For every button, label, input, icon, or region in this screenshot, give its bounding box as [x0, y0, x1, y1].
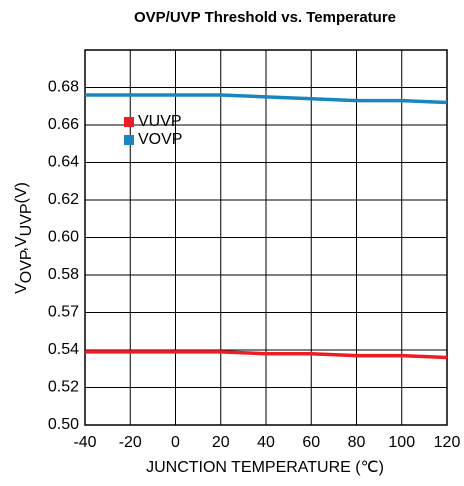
y-tick-label: 0.66 [48, 116, 79, 133]
y-tick-label: 0.60 [48, 229, 79, 246]
y-label-part: V [13, 283, 30, 294]
chart-title: OVP/UVP Threshold vs. Temperature [134, 9, 396, 26]
series-line [85, 350, 448, 360]
y-tick-label: 0.58 [48, 266, 79, 283]
y-tick-label: 0.64 [48, 154, 79, 171]
y-tick-label: 0.68 [48, 79, 79, 96]
x-tick-label: 40 [257, 434, 275, 451]
x-tick-label: 100 [388, 434, 415, 451]
y-label-part: UVP [18, 203, 35, 236]
plot-border [84, 49, 448, 426]
legend-label: VUVP [138, 113, 182, 130]
y-tick-label: 0.52 [48, 379, 79, 396]
x-tick-label: 0 [171, 434, 180, 451]
x-tick-label: -20 [119, 434, 142, 451]
x-tick-label: 60 [302, 434, 320, 451]
x-tick-label: 80 [348, 434, 366, 451]
x-axis-label: JUNCTION TEMPERATURE (℃) [146, 459, 384, 476]
y-tick-label: 0.57 [48, 304, 79, 321]
y-tick-label: 0.50 [48, 416, 79, 433]
y-tick-label: 0.62 [48, 191, 79, 208]
x-tick-label: 20 [212, 434, 230, 451]
series-line [85, 93, 448, 105]
y-label-part: (V) [13, 182, 30, 203]
y-tick-label: 0.54 [48, 341, 79, 358]
y-axis-label: VOVP,VUVP(V) [13, 182, 35, 294]
legend-label: VOVP [138, 131, 182, 148]
legend-swatch [124, 135, 134, 145]
x-tick-label: -40 [73, 434, 96, 451]
y-label-part: ,V [13, 236, 30, 251]
x-tick-label: 120 [434, 434, 461, 451]
y-label-part: OVP [18, 250, 35, 283]
legend-swatch [124, 117, 134, 127]
